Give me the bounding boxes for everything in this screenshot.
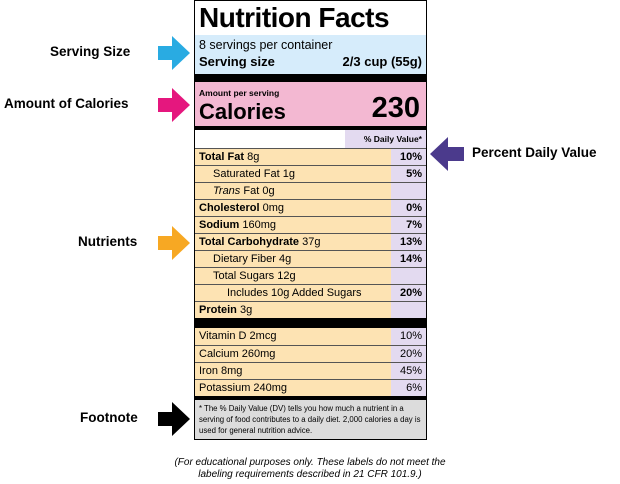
- callout-footnote: Footnote: [80, 410, 138, 425]
- disclaimer: (For educational purposes only. These la…: [174, 457, 446, 480]
- vitamin-row: Potassium 240mg 6%: [195, 379, 426, 397]
- pdv-arrow-icon: [430, 137, 464, 171]
- vitamin-row: Calcium 260mg 20%: [195, 345, 426, 363]
- calories-arrow-icon: [158, 88, 190, 122]
- medium-divider: [195, 396, 426, 400]
- pdv-header-bg: [345, 130, 426, 148]
- calories-label: Calories: [199, 99, 286, 124]
- callout-calories: Amount of Calories: [4, 96, 129, 111]
- nutrients-arrow-icon: [158, 226, 190, 260]
- nutrition-label: Nutrition Facts 8 servings per container…: [194, 0, 427, 440]
- callout-serving-size: Serving Size: [50, 44, 131, 59]
- nutrient-row: Saturated Fat 1g 5%: [195, 165, 426, 183]
- thick-divider: [195, 318, 426, 328]
- pdv-column: [391, 130, 426, 323]
- label-title: Nutrition Facts: [199, 2, 390, 33]
- serving-size-row: Serving size 2/3 cup (55g): [199, 54, 422, 69]
- pdv-column-vitamins: [391, 328, 426, 398]
- nutrient-row: Includes 10g Added Sugars 20%: [195, 284, 426, 302]
- footnote-text: * The % Daily Value (DV) tells you how m…: [199, 404, 421, 435]
- nutrient-row: Sodium 160mg 7%: [195, 216, 426, 234]
- nutrient-row: Protein 3g: [195, 301, 426, 319]
- serving-section: [195, 35, 426, 75]
- callout-percent-daily-value: Percent Daily Value: [472, 145, 597, 160]
- callout-nutrients: Nutrients: [78, 234, 138, 249]
- thick-divider: [195, 74, 426, 82]
- serving-size-value: 2/3 cup (55g): [342, 54, 422, 69]
- calories-value: 230: [371, 92, 420, 124]
- serving-arrow-icon: [158, 36, 190, 70]
- footnote-arrow-icon: [158, 402, 190, 436]
- medium-divider: [195, 126, 426, 130]
- footnote-section: [195, 400, 426, 439]
- amount-per-serving: Amount per serving: [199, 88, 280, 98]
- servings-per-container: 8 servings per container: [199, 38, 333, 52]
- nutrients-section: [195, 148, 391, 323]
- nutrient-row: Total Fat 8g 10%: [195, 148, 426, 166]
- vitamin-row: Iron 8mg 45%: [195, 362, 426, 380]
- nutrient-row: Total Carbohydrate 37g 13%: [195, 233, 426, 251]
- pdv-header: % Daily Value*: [363, 134, 422, 144]
- nutrient-row: Cholesterol 0mg 0%: [195, 199, 426, 217]
- vitamins-section: [195, 328, 391, 398]
- serving-size-label: Serving size: [199, 54, 275, 69]
- vitamin-row: Vitamin D 2mcg 10%: [199, 330, 422, 342]
- nutrient-row: Trans Fat 0g: [195, 182, 426, 200]
- nutrient-row: Dietary Fiber 4g 14%: [195, 250, 426, 268]
- calories-section: [195, 82, 426, 128]
- nutrient-row: Total Sugars 12g: [195, 267, 426, 285]
